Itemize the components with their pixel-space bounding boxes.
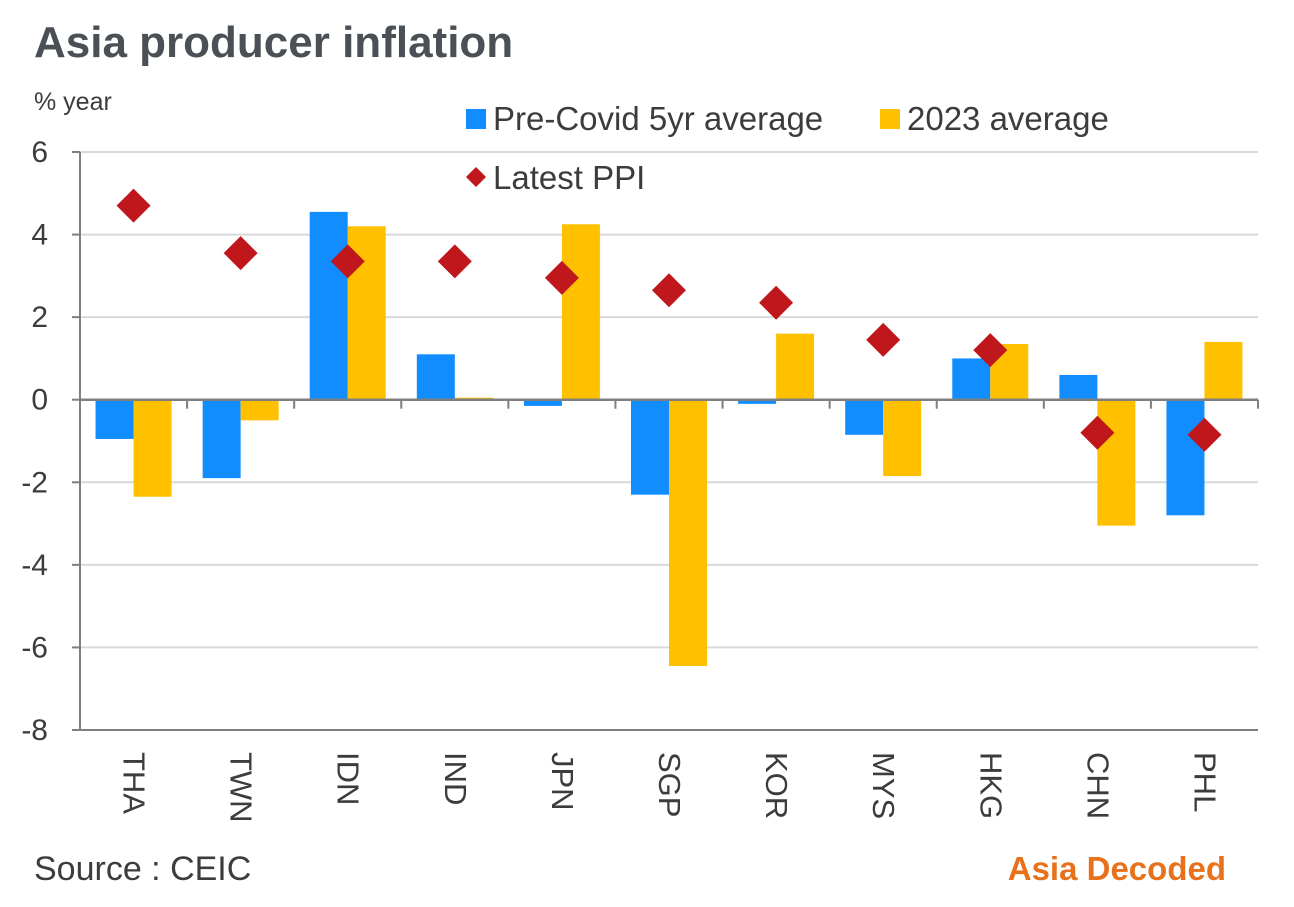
bar-pre-covid bbox=[631, 399, 669, 495]
bar-2023-average bbox=[776, 333, 815, 400]
bar-2023-average bbox=[1097, 399, 1136, 526]
legend-swatch-latest-ppi bbox=[466, 167, 486, 187]
y-tick-label: -2 bbox=[21, 466, 48, 499]
marker-latest-ppi bbox=[759, 285, 794, 320]
y-tick-label: -8 bbox=[21, 714, 48, 747]
y-tick-label: -6 bbox=[21, 631, 48, 664]
y-tick-label: -4 bbox=[21, 549, 48, 582]
marker-latest-ppi bbox=[973, 333, 1008, 368]
bar-2023-average bbox=[240, 399, 279, 421]
markers bbox=[116, 188, 1222, 452]
chart-title: Asia producer inflation bbox=[34, 18, 514, 67]
marker-latest-ppi bbox=[330, 244, 365, 279]
y-tick-label: 0 bbox=[31, 384, 48, 417]
x-tick-label: THA bbox=[117, 752, 152, 814]
x-axis-labels: THA TWN IDN IND JPN SGP KOR MYS HKG CHN PHL bbox=[117, 752, 1223, 823]
bar-2023-average bbox=[669, 399, 707, 667]
bar-pre-covid bbox=[845, 399, 884, 435]
x-tick-label: IND bbox=[438, 752, 473, 805]
legend-label: 2023 average bbox=[907, 100, 1109, 137]
units-label: % year bbox=[34, 88, 112, 116]
x-tick-label: KOR bbox=[759, 752, 794, 819]
x-tick-label: JPN bbox=[545, 752, 580, 811]
y-tick-label: 2 bbox=[31, 301, 48, 334]
bar-pre-covid bbox=[523, 399, 562, 406]
bar-pre-covid bbox=[738, 399, 777, 404]
legend-label: Latest PPI bbox=[493, 159, 645, 196]
marker-latest-ppi bbox=[1187, 417, 1222, 452]
axes bbox=[72, 151, 1259, 731]
bar-pre-covid bbox=[309, 211, 348, 400]
x-tick-label: MYS bbox=[866, 752, 901, 819]
x-tick-label: HKG bbox=[973, 752, 1008, 819]
marker-latest-ppi bbox=[1080, 415, 1115, 450]
legend: Pre-Covid 5yr average 2023 average Latest … bbox=[466, 100, 1109, 196]
legend-swatch-pre-covid bbox=[466, 109, 486, 129]
marker-latest-ppi bbox=[652, 273, 686, 308]
y-axis-ticks: 6 4 2 0 -2 -4 -6 -8 bbox=[21, 136, 48, 747]
bar-pre-covid bbox=[95, 399, 134, 439]
bar-2023-average bbox=[561, 224, 600, 400]
marker-latest-ppi bbox=[223, 236, 258, 271]
bar-pre-covid bbox=[416, 354, 455, 400]
x-tick-label: SGP bbox=[652, 752, 687, 817]
legend-label: Pre-Covid 5yr average bbox=[493, 100, 823, 137]
marker-latest-ppi bbox=[866, 322, 901, 357]
bar-pre-covid bbox=[1059, 374, 1098, 400]
marker-latest-ppi bbox=[437, 244, 472, 279]
x-tick-label: IDN bbox=[331, 752, 366, 805]
y-tick-label: 4 bbox=[31, 219, 48, 252]
marker-latest-ppi bbox=[544, 260, 579, 295]
bar-2023-average bbox=[133, 399, 172, 497]
legend-swatch-2023-average bbox=[880, 109, 900, 129]
source-note: Source : CEIC bbox=[34, 850, 252, 888]
bar-2023-average bbox=[1204, 341, 1243, 400]
x-tick-label: PHL bbox=[1187, 752, 1222, 812]
bar-pre-covid bbox=[202, 399, 241, 479]
bars bbox=[95, 211, 1243, 667]
marker-latest-ppi bbox=[116, 188, 151, 223]
x-tick-label: CHN bbox=[1080, 752, 1115, 819]
bar-2023-average bbox=[883, 399, 922, 477]
x-tick-label: TWN bbox=[224, 752, 259, 823]
brand-label: Asia Decoded bbox=[1007, 850, 1226, 887]
y-tick-label: 6 bbox=[31, 136, 48, 169]
bar-pre-covid bbox=[952, 358, 991, 400]
bar-pre-covid bbox=[1166, 399, 1205, 516]
